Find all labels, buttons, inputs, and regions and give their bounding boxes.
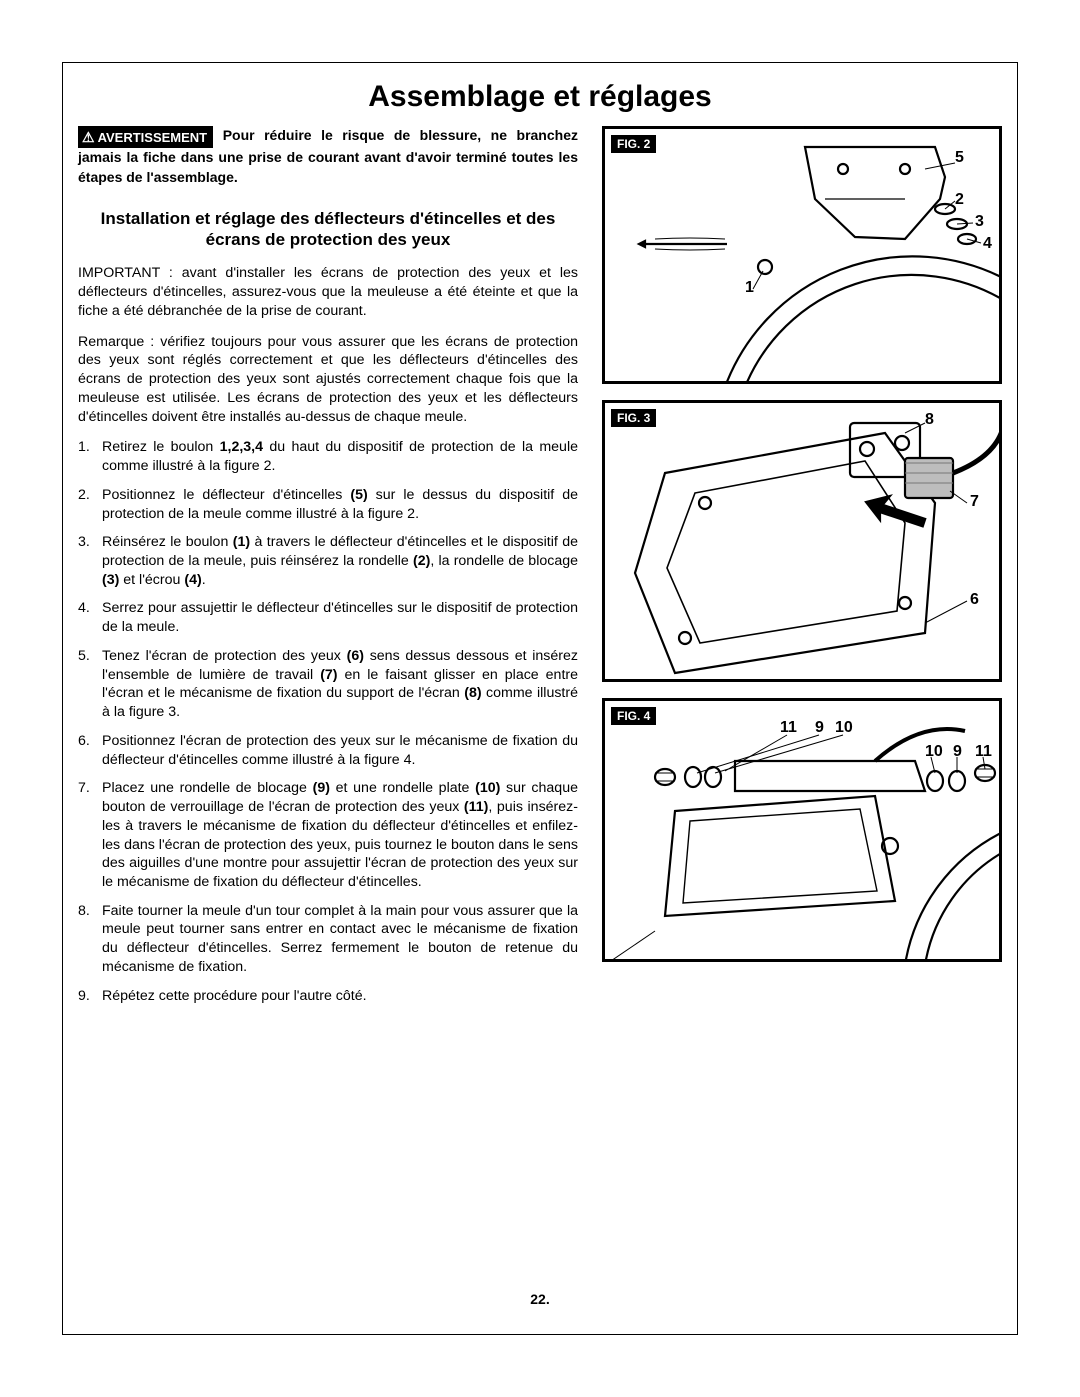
figure-2-drawing xyxy=(605,129,1002,384)
callout-9b: 9 xyxy=(953,743,962,761)
figure-3-label: FIG. 3 xyxy=(611,409,656,427)
step-2: Positionnez le déflecteur d'étincelles (… xyxy=(78,486,578,523)
two-column-layout: AVERTISSEMENT Pour réduire le risque de … xyxy=(78,126,1002,1015)
callout-10b: 10 xyxy=(925,743,943,761)
important-paragraph: IMPORTANT : avant d'installer les écrans… xyxy=(78,264,578,320)
step-6: Positionnez l'écran de protection des ye… xyxy=(78,732,578,769)
callout-2: 2 xyxy=(955,191,964,209)
callout-11a: 11 xyxy=(780,719,797,737)
step-1: Retirez le boulon 1,2,3,4 du haut du dis… xyxy=(78,438,578,475)
step-3: Réinsérez le boulon (1) à travers le déf… xyxy=(78,533,578,589)
callout-1: 1 xyxy=(745,279,754,297)
steps-list: Retirez le boulon 1,2,3,4 du haut du dis… xyxy=(78,438,578,1005)
step-9: Répétez cette procédure pour l'autre côt… xyxy=(78,987,578,1006)
callout-7: 7 xyxy=(970,493,979,511)
step-7: Placez une rondelle de blocage (9) et un… xyxy=(78,779,578,891)
page-title: Assemblage et réglages xyxy=(78,80,1002,114)
step-4: Serrez pour assujettir le déflecteur d'é… xyxy=(78,599,578,636)
step-8: Faite tourner la meule d'un tour complet… xyxy=(78,902,578,977)
figures-column: FIG. 2 5 2 3 4 1 xyxy=(602,126,1002,1015)
section-heading: Installation et réglage des déflecteurs … xyxy=(78,208,578,251)
remark-paragraph: Remarque : vérifiez toujours pour vous a… xyxy=(78,333,578,427)
figure-4-label: FIG. 4 xyxy=(611,707,656,725)
callout-11b: 11 xyxy=(975,743,992,761)
page-number: 22. xyxy=(78,1291,1002,1307)
callout-9a: 9 xyxy=(815,719,824,737)
callout-8: 8 xyxy=(925,411,934,429)
callout-3: 3 xyxy=(975,213,984,231)
page-content: Assemblage et réglages AVERTISSEMENT Pou… xyxy=(78,80,1002,1317)
callout-6: 6 xyxy=(970,591,979,609)
figure-3-drawing xyxy=(605,403,1002,682)
callout-4: 4 xyxy=(983,235,992,253)
warning-badge: AVERTISSEMENT xyxy=(78,126,213,148)
warning-block: AVERTISSEMENT Pour réduire le risque de … xyxy=(78,126,578,188)
figure-4-drawing xyxy=(605,701,1002,962)
figure-2-label: FIG. 2 xyxy=(611,135,656,153)
callout-5: 5 xyxy=(955,149,964,167)
callout-10a: 10 xyxy=(835,719,853,737)
figure-3: FIG. 3 8 7 6 xyxy=(602,400,1002,682)
step-5: Tenez l'écran de protection des yeux (6)… xyxy=(78,647,578,722)
figure-2: FIG. 2 5 2 3 4 1 xyxy=(602,126,1002,384)
figure-4: FIG. 4 11 9 10 10 9 11 xyxy=(602,698,1002,962)
text-column: AVERTISSEMENT Pour réduire le risque de … xyxy=(78,126,578,1015)
